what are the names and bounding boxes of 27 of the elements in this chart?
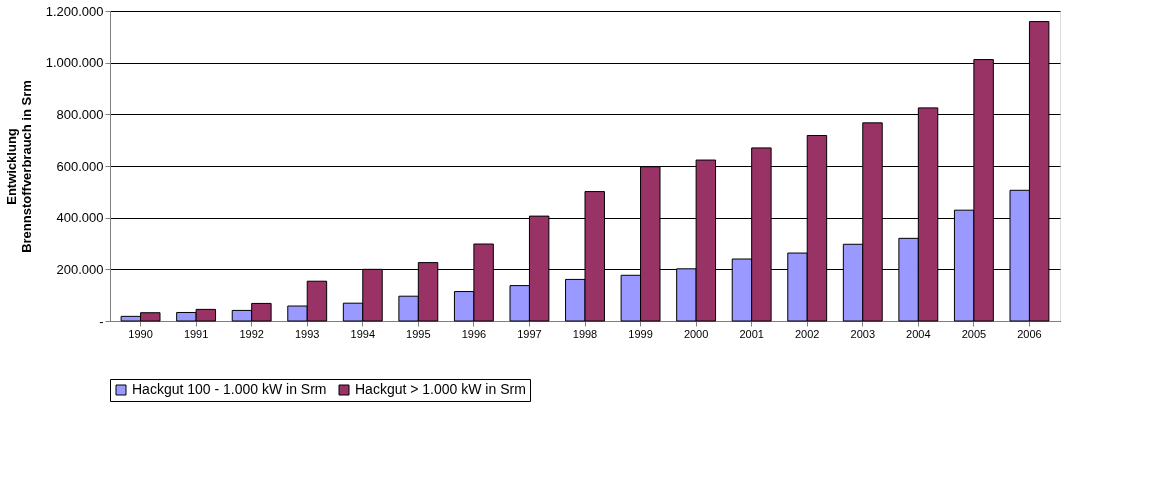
y-tick-label: 1.000.000 xyxy=(45,55,104,71)
x-tick-label: 1990 xyxy=(128,327,153,340)
y-tick-label: 400.000 xyxy=(56,210,104,226)
x-tick-label: 1991 xyxy=(183,327,209,340)
x-tick-label: 1995 xyxy=(406,327,431,340)
x-tick-label: 1999 xyxy=(628,327,653,340)
y-tick-label: 1.200.000 xyxy=(45,3,104,19)
x-tick-label: 1998 xyxy=(572,327,598,340)
y-tick-label: - xyxy=(99,313,104,329)
x-tick-label: 2006 xyxy=(1017,327,1042,340)
legend-label: Hackgut 100 - 1.000 kW in Srm xyxy=(132,381,327,397)
y-tick-label: 600.000 xyxy=(56,158,104,174)
y-tick-label: 800.000 xyxy=(56,106,104,122)
x-tick-label: 2005 xyxy=(961,327,987,340)
x-tick-label: 2002 xyxy=(794,327,820,340)
x-tick-label: 2001 xyxy=(739,327,764,340)
y-tick-label: 200.000 xyxy=(56,261,104,277)
x-tick-label: 1993 xyxy=(294,327,320,340)
x-tick-label: 2003 xyxy=(850,327,876,340)
legend-label: Hackgut > 1.000 kW in Srm xyxy=(355,381,526,397)
x-tick-label: 1997 xyxy=(517,327,542,340)
x-tick-label: 1996 xyxy=(461,327,487,340)
x-tick-label: 2004 xyxy=(906,327,931,340)
x-tick-label: 2000 xyxy=(683,327,709,340)
x-tick-label: 1994 xyxy=(350,327,376,340)
y-axis-title: Entwicklung Brennstoffverbrauch in Srm xyxy=(3,80,34,253)
x-tick-label: 1992 xyxy=(239,327,264,340)
